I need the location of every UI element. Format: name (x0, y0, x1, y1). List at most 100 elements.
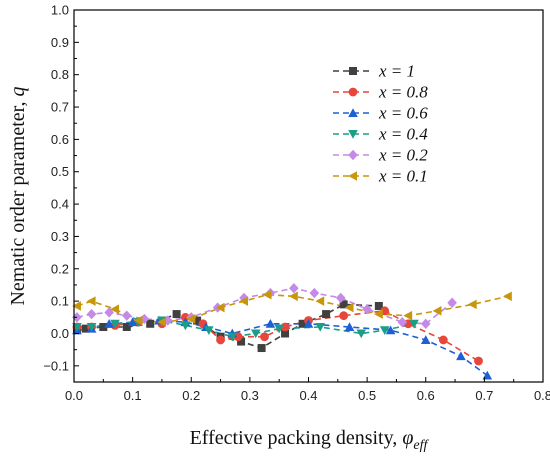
data-point-s0-p12 (322, 310, 331, 319)
data-point-s3-p5 (180, 321, 191, 331)
data-point-s5-p8 (262, 289, 272, 300)
data-point-s0-p14 (374, 301, 383, 310)
y-axis: −0.1 0.0 0.1 0.2 0.3 0.4 0.5 0.6 0.7 0.8 0.9 1.0 (43, 3, 79, 373)
data-point-s2-p11 (385, 325, 396, 335)
data-point-s0-p10 (281, 329, 290, 338)
data-point-s3-p8 (250, 329, 261, 339)
data-point-s2-p2 (104, 318, 114, 328)
legend-marker-1 (348, 87, 358, 97)
legend-label-4: x = 0.2 (378, 146, 428, 165)
data-point-s1-p15 (438, 335, 448, 345)
y-tick-label: 0.9 (51, 35, 69, 50)
data-point-s1-p9 (260, 332, 269, 342)
data-point-s3-p11 (356, 329, 367, 339)
x-tick-label: 0.6 (417, 388, 435, 403)
y-tick-label: 0.0 (51, 326, 69, 341)
y-tick-label: 0.5 (51, 164, 69, 179)
data-point-s0-p3 (122, 323, 131, 332)
data-point-s5-p3 (133, 315, 143, 326)
legend: x = 1 x = 0.8 x = 0.6 x = 0.4 x = 0.2 x = 0.1 (333, 62, 428, 186)
data-point-s0-p6 (193, 316, 202, 325)
data-point-s0-p2 (99, 323, 108, 332)
data-point-s2-p13 (456, 351, 466, 361)
data-point-s1-p16 (474, 356, 483, 366)
legend-label-1: x = 0.8 (378, 83, 428, 102)
legend-label-2: x = 0.6 (378, 104, 428, 123)
legend-marker-4 (348, 149, 358, 161)
data-point-s0-p8 (237, 337, 246, 346)
legend-marker-5 (348, 171, 357, 181)
data-point-s4-p3 (121, 310, 132, 321)
data-point-s0-p11 (298, 319, 307, 328)
data-point-s0-p5 (172, 310, 181, 319)
legend-marker-3 (348, 130, 358, 139)
y-axis-label: Nematic order parameter, q (7, 86, 29, 305)
y-tick-label: 0.4 (51, 197, 69, 212)
data-point-s3-p10 (315, 323, 326, 332)
x-axis-label-symbol: φ (402, 427, 413, 449)
data-point-s5-p7 (239, 296, 249, 306)
legend-marker-0 (349, 67, 357, 75)
x-tick-label: 0.5 (358, 388, 376, 403)
plot-markers (72, 282, 512, 380)
x-axis-label-subscript: eff (413, 438, 429, 453)
data-point-s3-p9 (274, 324, 284, 334)
legend-label-5: x = 0.1 (378, 167, 428, 186)
data-point-s4-p1 (86, 308, 97, 320)
y-tick-label: 0.3 (51, 229, 69, 244)
data-point-s5-p5 (186, 314, 196, 324)
data-point-s2-p3 (127, 317, 138, 327)
series-line-5 (76, 293, 508, 324)
x-tick-label: 0.1 (124, 388, 142, 403)
data-point-s5-p4 (157, 317, 166, 327)
data-point-s3-p13 (409, 319, 419, 329)
data-point-s5-p13 (403, 310, 413, 321)
data-point-s5-p10 (315, 296, 325, 306)
legend-label-3: x = 0.4 (378, 125, 428, 144)
y-tick-label: 1.0 (51, 3, 69, 18)
data-point-s4-p11 (309, 287, 320, 299)
data-point-s4-p13 (362, 304, 372, 315)
y-tick-label: 0.2 (51, 261, 69, 276)
data-point-s1-p12 (339, 311, 349, 321)
data-point-s5-p15 (467, 299, 477, 310)
y-tick-label: 0.6 (51, 132, 69, 147)
data-point-s2-p10 (344, 322, 355, 332)
data-point-s5-p12 (374, 309, 383, 319)
x-axis: 0.0 0.1 0.2 0.3 0.4 0.5 0.6 0.7 0.8 (65, 377, 550, 403)
x-tick-label: 0.2 (182, 388, 200, 403)
data-point-s5-p14 (432, 306, 442, 316)
y-tick-label: 0.8 (51, 67, 69, 82)
data-point-s2-p12 (420, 335, 431, 344)
data-point-s3-p1 (86, 323, 97, 332)
x-tick-label: 0.0 (65, 388, 83, 403)
data-point-s4-p15 (420, 318, 431, 329)
data-point-s5-p1 (86, 296, 96, 306)
x-tick-label: 0.7 (475, 388, 493, 403)
y-tick-label: 0.1 (51, 294, 69, 309)
data-point-s0-p1 (81, 324, 90, 333)
data-point-s5-p16 (503, 291, 512, 302)
data-point-s0-p4 (146, 319, 155, 328)
data-point-s2-p9 (303, 318, 314, 328)
x-axis-label: Effective packing density, φeff (190, 427, 430, 453)
data-point-s4-p14 (397, 316, 408, 328)
legend-marker-2 (348, 108, 358, 117)
data-point-s5-p0 (72, 301, 81, 311)
data-point-s5-p2 (110, 304, 120, 315)
x-tick-label: 0.3 (241, 388, 259, 403)
data-point-s5-p11 (344, 302, 354, 313)
data-point-s4-p16 (447, 297, 457, 308)
x-axis-label-text: Effective packing density, (190, 427, 403, 449)
legend-label-0: x = 1 (378, 62, 415, 81)
data-point-s3-p6 (204, 326, 214, 336)
y-tick-label: −0.1 (43, 358, 69, 373)
data-point-s5-p6 (215, 302, 225, 313)
data-point-s1-p7 (216, 335, 225, 345)
data-point-s0-p13 (339, 300, 348, 309)
data-point-s0-p9 (257, 344, 266, 353)
x-tick-label: 0.4 (299, 388, 317, 403)
data-point-s2-p8 (265, 318, 276, 328)
